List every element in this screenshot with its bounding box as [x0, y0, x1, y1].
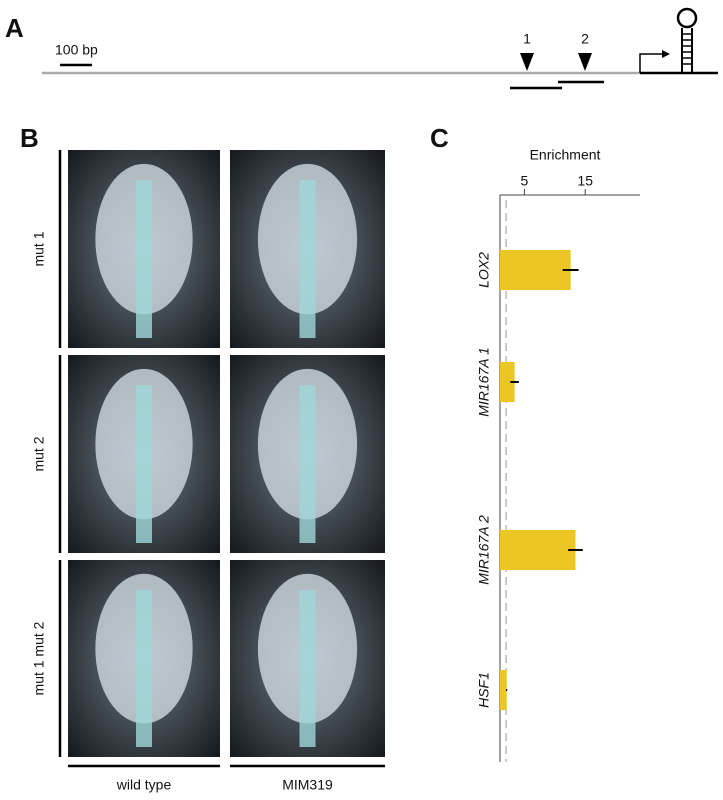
- category-label: MIR167A 2: [476, 515, 492, 585]
- panel-label: B: [20, 123, 39, 153]
- pistil: [299, 385, 316, 543]
- pistil: [299, 180, 316, 338]
- pistil: [136, 180, 152, 338]
- row-label: mut 1: [31, 231, 47, 266]
- row-label: mut 1 mut 2: [31, 621, 47, 695]
- column-label: MIM319: [282, 777, 333, 793]
- panel-label: A: [5, 13, 24, 43]
- site-marker: [578, 53, 592, 71]
- bar: [500, 670, 507, 710]
- pistil: [299, 590, 316, 747]
- photo-grid: mut 1 mut 2 mut 1 mut 2 wild type MIM319: [31, 150, 385, 793]
- x-tick-label: 15: [577, 173, 593, 189]
- row-label: mut 2: [31, 436, 47, 471]
- hairpin-pairs: [682, 33, 692, 65]
- column-label: wild type: [116, 777, 172, 793]
- hairpin: [681, 28, 693, 73]
- category-label: MIR167A 1: [476, 347, 492, 417]
- pistil: [136, 385, 152, 543]
- x-axis-label: Enrichment: [530, 147, 601, 163]
- bar: [500, 250, 571, 290]
- site-label: 1: [523, 31, 531, 47]
- scale-label: 100 bp: [55, 42, 98, 58]
- tss-arrow: [639, 53, 662, 73]
- panel-label: C: [430, 123, 449, 153]
- hairpin-loop: [676, 7, 698, 29]
- tss-arrow-head: [662, 50, 670, 58]
- x-tick-label: 5: [520, 173, 528, 189]
- site-marker: [520, 53, 534, 71]
- site-label: 2: [581, 31, 589, 47]
- bar: [500, 362, 515, 402]
- category-label: HSF1: [476, 672, 492, 708]
- bar: [500, 530, 576, 570]
- category-label: LOX2: [476, 252, 492, 288]
- pistil: [136, 590, 152, 747]
